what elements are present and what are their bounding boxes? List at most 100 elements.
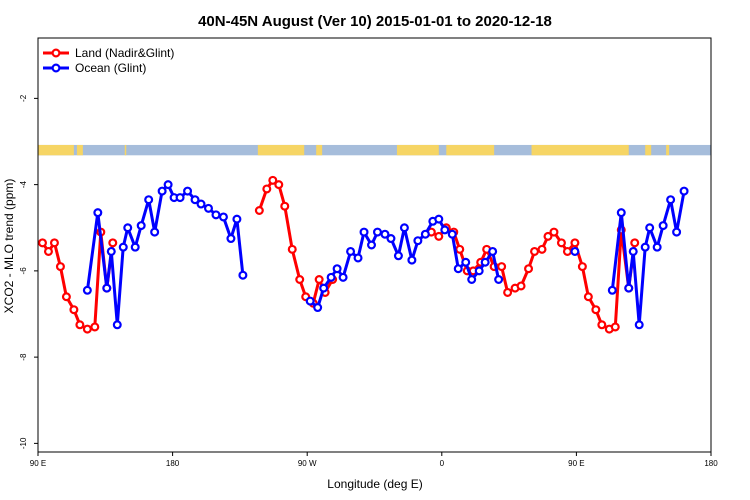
data-point: [319, 283, 329, 293]
data-point: [386, 234, 396, 244]
data-point: [43, 246, 53, 256]
data-point: [157, 186, 167, 196]
data-point: [118, 242, 128, 252]
data-point: [108, 238, 118, 248]
data-point: [280, 201, 290, 211]
data-point: [82, 285, 92, 295]
data-point: [102, 283, 112, 293]
data-point: [494, 275, 504, 285]
data-point: [61, 292, 71, 302]
data-point: [353, 253, 363, 263]
data-point: [407, 255, 417, 265]
data-point: [372, 227, 382, 237]
data-point: [338, 272, 348, 282]
data-point: [226, 234, 236, 244]
data-point: [49, 238, 59, 248]
data-point: [434, 231, 444, 241]
data-point: [570, 246, 580, 256]
data-point: [380, 229, 390, 239]
data-point: [497, 262, 507, 272]
data-point: [461, 257, 471, 267]
legend: Land (Nadir&Glint)Ocean (Glint): [43, 46, 174, 75]
x-axis-label: Longitude (deg E): [327, 477, 422, 491]
land-band-segment: [666, 144, 670, 156]
data-point: [314, 275, 324, 285]
data-point: [295, 275, 305, 285]
land-band-segment: [124, 144, 127, 156]
data-point: [130, 242, 140, 252]
data-point: [543, 231, 553, 241]
data-point: [232, 214, 242, 224]
data-point: [583, 292, 593, 302]
x-tick-label: 180: [704, 459, 718, 468]
series-ocean: [82, 180, 689, 330]
data-point: [434, 214, 444, 224]
data-point: [537, 244, 547, 254]
data-point: [203, 203, 213, 213]
data-point: [549, 227, 559, 237]
data-point: [616, 208, 626, 218]
x-tick-label: 90 E: [30, 459, 46, 468]
legend-swatch-marker: [51, 48, 61, 58]
land-band-segment: [76, 144, 83, 156]
data-point: [144, 195, 154, 205]
data-point: [123, 223, 133, 233]
data-point: [326, 272, 336, 282]
plot-frame: [37, 37, 712, 453]
data-point: [658, 221, 668, 231]
y-tick-label: -2: [19, 94, 28, 102]
data-point: [474, 266, 484, 276]
y-tick-label: -10: [19, 437, 28, 449]
data-point: [136, 221, 146, 231]
land-band-segment: [257, 144, 305, 156]
data-point: [175, 193, 185, 203]
data-point: [503, 287, 513, 297]
data-point: [75, 320, 85, 330]
data-point: [305, 296, 315, 306]
data-point: [287, 244, 297, 254]
data-point: [218, 212, 228, 222]
data-point: [82, 324, 92, 334]
y-tick-label: -4: [19, 181, 28, 189]
data-point: [55, 262, 65, 272]
data-point: [346, 246, 356, 256]
data-point: [597, 320, 607, 330]
data-point: [455, 244, 465, 254]
data-point: [634, 320, 644, 330]
data-point: [562, 246, 572, 256]
data-point: [591, 305, 601, 315]
data-point: [652, 242, 662, 252]
y-tick-label: -8: [19, 353, 28, 361]
data-point: [607, 285, 617, 295]
data-point: [645, 223, 655, 233]
data-point: [624, 283, 634, 293]
land-band-segment: [396, 144, 439, 156]
data-point: [268, 175, 278, 185]
ocean-band: [38, 144, 711, 156]
data-point: [332, 264, 342, 274]
data-point: [447, 229, 457, 239]
data-point: [488, 246, 498, 256]
data-point: [524, 264, 534, 274]
land-band-segment: [446, 144, 495, 156]
series-layer: [37, 175, 689, 334]
land-ocean-band: [38, 144, 711, 156]
legend-label: Ocean (Glint): [75, 61, 146, 75]
x-tick-label: 90 E: [568, 459, 584, 468]
data-point: [359, 227, 369, 237]
data-point: [399, 223, 409, 233]
x-tick-label: 180: [166, 459, 180, 468]
x-tick-label: 0: [440, 459, 445, 468]
data-point: [453, 264, 463, 274]
data-point: [367, 240, 377, 250]
data-point: [393, 251, 403, 261]
data-point: [413, 236, 423, 246]
data-point: [628, 246, 638, 256]
data-point: [610, 322, 620, 332]
y-axis-label: XCO2 - MLO trend (ppm): [2, 179, 16, 314]
data-point: [211, 210, 221, 220]
data-point: [679, 186, 689, 196]
data-point: [183, 186, 193, 196]
data-point: [254, 206, 264, 216]
data-point: [262, 184, 272, 194]
